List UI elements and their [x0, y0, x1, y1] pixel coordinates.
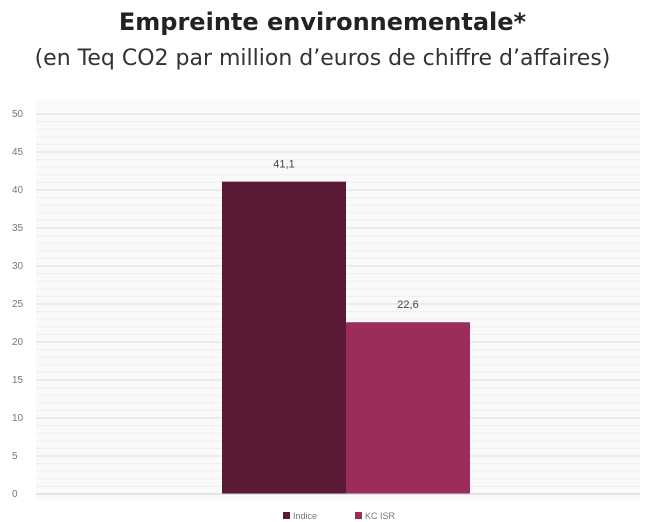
legend-swatch [355, 512, 362, 519]
bars [222, 181, 470, 494]
y-tick-label: 50 [12, 109, 24, 120]
legend-label: KC ISR [365, 511, 396, 521]
chart-subtitle: (en Teq CO2 par million d’euros de chiff… [34, 46, 611, 71]
data-labels: 41,1 22,6 [273, 159, 418, 312]
y-tick-label: 5 [12, 451, 18, 462]
y-tick-label: 25 [12, 299, 24, 310]
data-label: 41,1 [273, 159, 294, 171]
y-tick-label: 45 [12, 147, 24, 158]
legend-swatch [283, 512, 290, 519]
y-tick-label: 10 [12, 413, 24, 424]
y-tick-label: 15 [12, 375, 24, 386]
y-tick-label: 35 [12, 223, 24, 234]
y-tick-label: 20 [12, 337, 24, 348]
y-tick-label: 30 [12, 261, 24, 272]
y-axis-ticks: 0 5 10 15 20 25 30 35 40 45 50 [12, 109, 24, 500]
legend-label: Indice [293, 511, 317, 521]
bar-kc-isr [346, 322, 470, 494]
bar-indice [222, 181, 346, 494]
legend: Indice KC ISR [283, 511, 396, 521]
y-tick-label: 0 [12, 489, 18, 500]
data-label: 22,6 [397, 299, 418, 311]
chart-title: Empreinte environnementale* [118, 8, 527, 36]
y-tick-label: 40 [12, 185, 24, 196]
